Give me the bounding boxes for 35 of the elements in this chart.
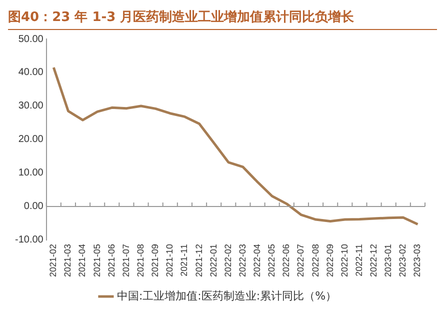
x-tick-label: 2022-02 (222, 244, 233, 277)
x-tick-label: 2021-12 (194, 244, 204, 277)
y-tick-label: 30.00 (18, 100, 44, 112)
x-tick-label: 2022-05 (266, 244, 277, 277)
y-tick-label: 20.00 (18, 134, 44, 146)
x-tick-label: 2021-11 (179, 244, 190, 276)
x-tick-label: 2023-03 (412, 244, 422, 277)
x-tick-label: 2021-10 (164, 244, 175, 277)
x-tick-label: 2021-02 (48, 244, 58, 277)
x-tick-label: 2021-06 (106, 244, 116, 277)
x-tick-label: 2021-07 (120, 244, 131, 277)
x-tick-label: 2022-03 (237, 244, 248, 277)
y-tick-label: 50.00 (18, 34, 44, 45)
x-tick-label: 2022-10 (339, 244, 350, 277)
y-tick-label: 0.00 (24, 201, 44, 212)
legend-label: 中国:工业增加值:医药制造业:累计同比（%） (116, 289, 337, 302)
y-tick-label: 40.00 (18, 67, 44, 78)
y-tick-label: -10.00 (14, 234, 44, 246)
x-tick-label: 2021-05 (92, 244, 102, 277)
x-tick-label: 2021-03 (62, 244, 73, 277)
x-tick-label: 2022-09 (324, 244, 335, 277)
x-tick-label: 2021-08 (136, 244, 146, 277)
x-tick-label: 2022-08 (310, 244, 320, 277)
x-tick-label: 2022-04 (252, 244, 262, 277)
x-tick-label: 2022-12 (368, 244, 379, 277)
x-tick-label: 2022-07 (296, 244, 306, 277)
chart-title: 图40：23 年 1-3 月医药制造业工业增加值累计同比负增长 (8, 8, 437, 30)
x-tick-label: 2021-04 (77, 244, 88, 277)
x-tick-label: 2022-11 (354, 244, 364, 276)
x-tick-label: 2023-02 (398, 244, 408, 277)
x-tick-label: 2021-09 (150, 244, 160, 277)
x-tick-label: 2022-01 (208, 244, 218, 277)
y-tick-label: 10.00 (18, 168, 44, 179)
x-tick-label: 2022-06 (281, 244, 292, 277)
x-tick-label: 2023-01 (383, 244, 394, 277)
